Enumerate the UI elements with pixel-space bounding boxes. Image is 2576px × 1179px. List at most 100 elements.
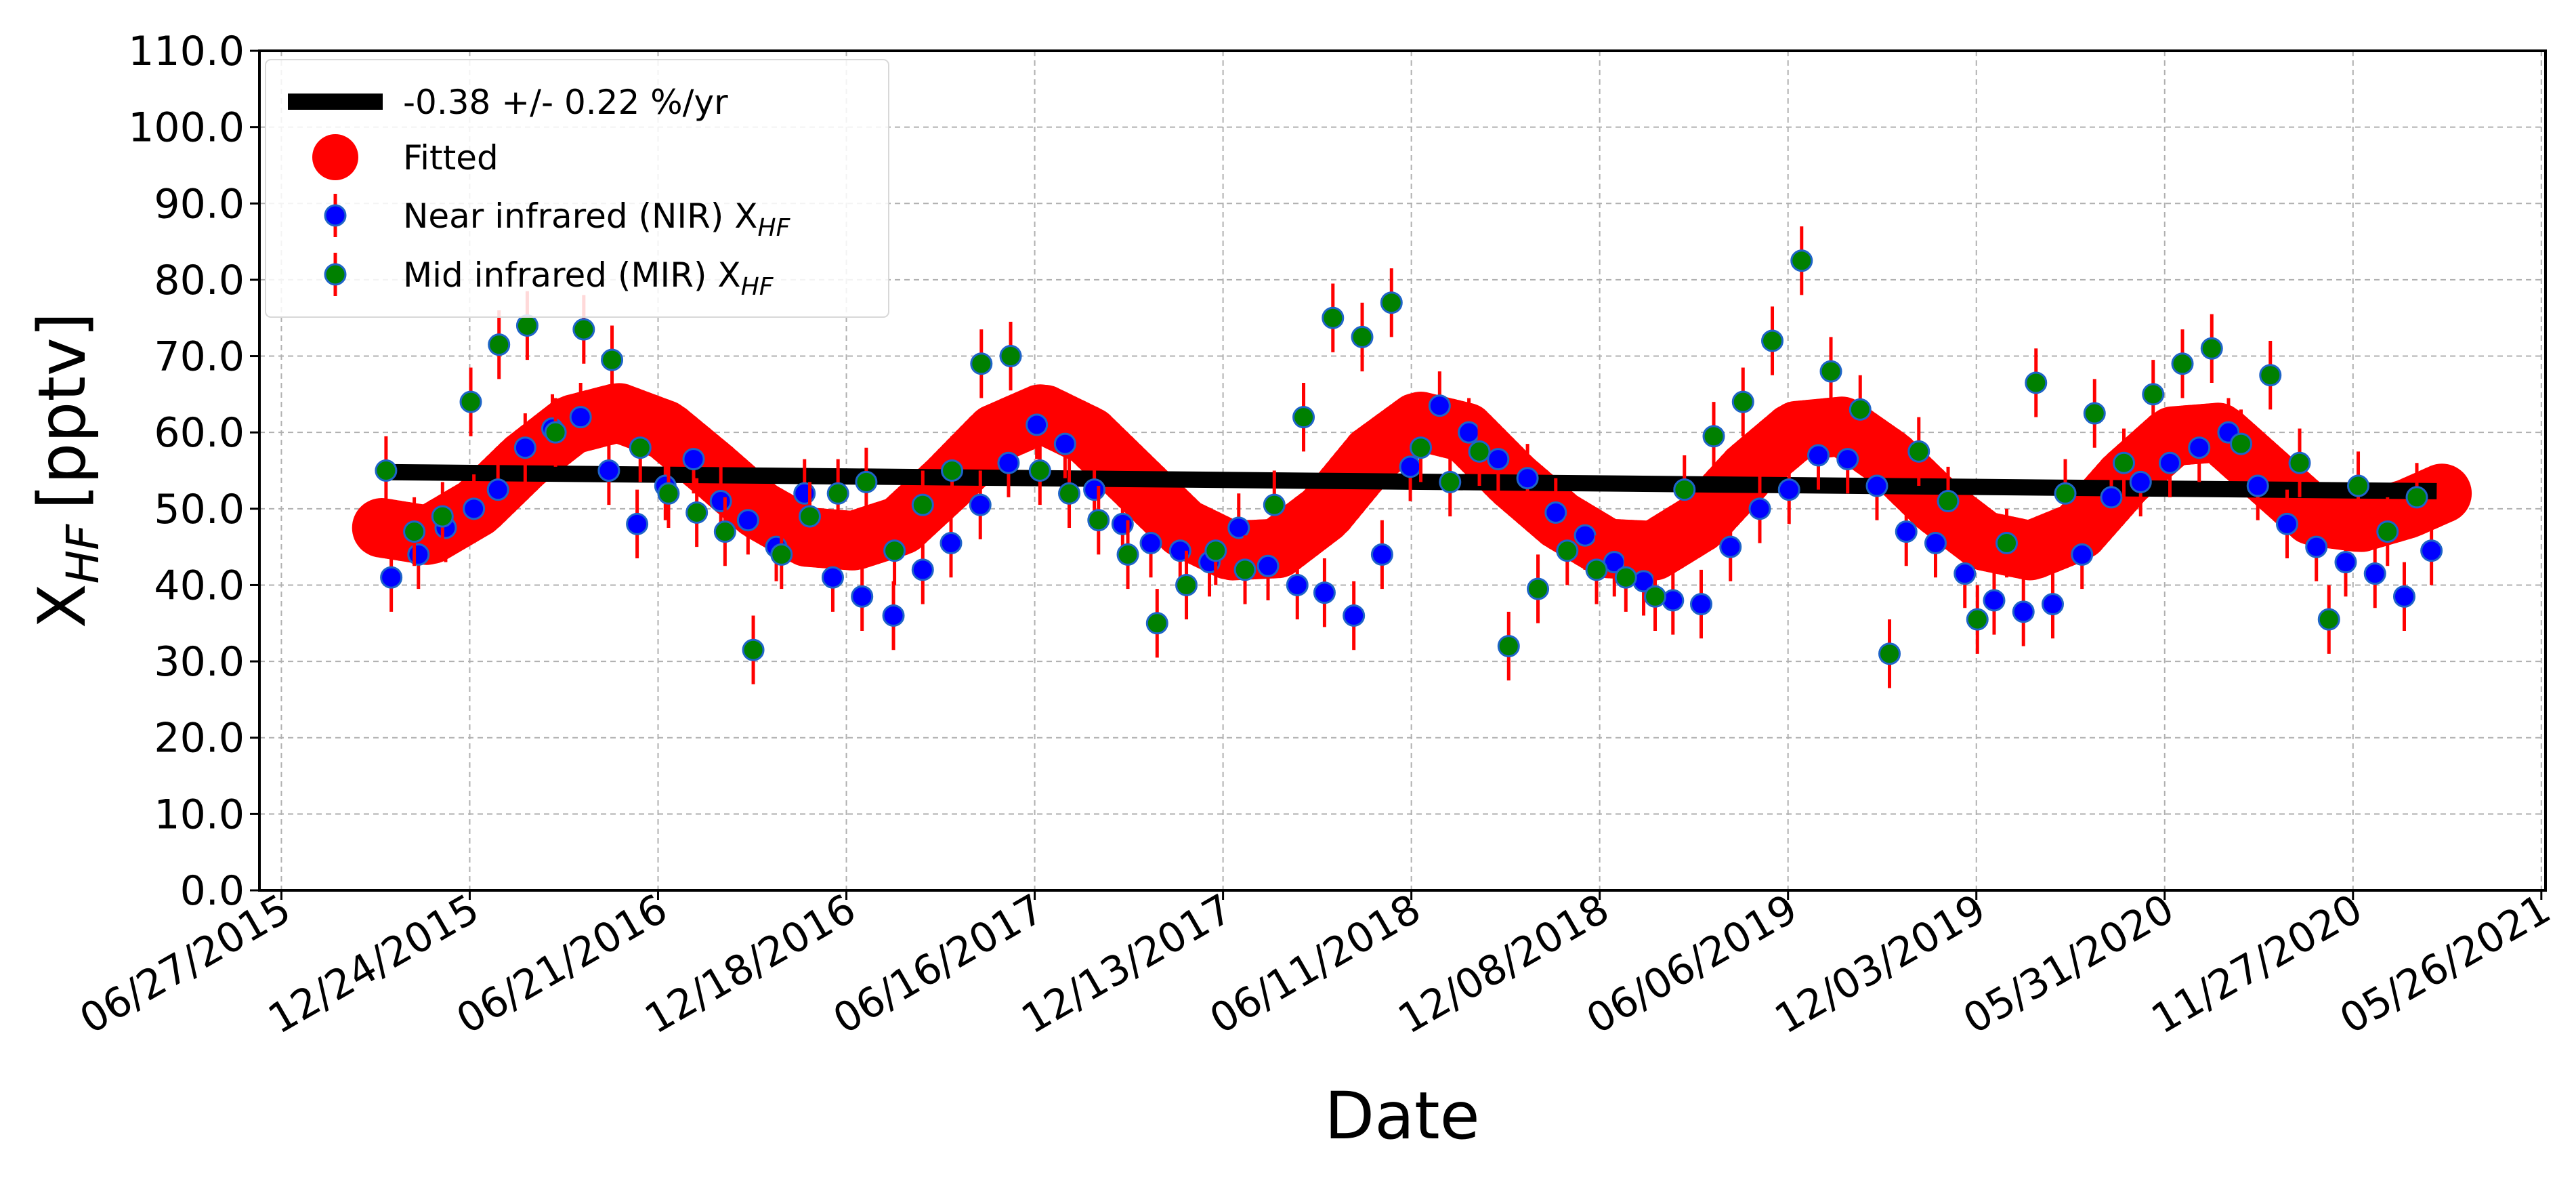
nir-point xyxy=(513,436,536,459)
mir-point xyxy=(2054,482,2077,505)
mir-point xyxy=(2142,383,2165,406)
mir-point xyxy=(685,501,709,524)
nir-point xyxy=(1111,512,1134,535)
nir-point xyxy=(1954,562,1977,585)
mir-point xyxy=(1497,635,1520,658)
nir-point xyxy=(2420,539,2443,562)
nir-point xyxy=(2305,535,2328,558)
mir-point xyxy=(1790,249,1813,272)
mir-point xyxy=(1351,325,1374,348)
mir-point xyxy=(1410,436,1433,459)
nir-point xyxy=(969,493,992,516)
nir-point xyxy=(1689,593,1712,616)
legend-label-text: Near infrared (NIR) X xyxy=(403,196,758,236)
y-axis-title: XHF [pptv] xyxy=(24,312,109,629)
y-tick-label: 80.0 xyxy=(154,257,245,304)
nir-point xyxy=(626,512,649,535)
mir-point xyxy=(601,348,624,371)
nir-point xyxy=(2158,451,2181,474)
mir-point xyxy=(2171,352,2194,375)
nir-point xyxy=(2188,436,2211,459)
y-tick-label: 40.0 xyxy=(154,562,245,609)
nir-point xyxy=(1865,474,1888,497)
mir-point xyxy=(1761,329,1784,352)
mir-point xyxy=(1380,291,1403,314)
nir-point xyxy=(1227,516,1250,539)
mir-point xyxy=(1145,612,1168,635)
nir-point xyxy=(736,509,759,532)
nir-point xyxy=(1574,524,1597,547)
nir-point xyxy=(1083,478,1106,501)
nir-point xyxy=(1544,501,1567,524)
nir-point xyxy=(2363,562,2386,585)
y-tick-label: 0.0 xyxy=(180,867,245,915)
mir-point xyxy=(2376,520,2399,543)
nir-point xyxy=(569,406,592,429)
mir-point xyxy=(1614,566,1637,589)
mir-point xyxy=(1175,573,1198,596)
nir-point xyxy=(1026,413,1049,436)
mir-point xyxy=(1878,642,1901,665)
mir-point xyxy=(1204,539,1227,562)
nir-point xyxy=(1983,589,2006,612)
mir-point xyxy=(1322,306,1345,329)
mir-point xyxy=(515,314,539,337)
mir-point xyxy=(2200,337,2223,360)
y-tick-label: 110.0 xyxy=(128,28,245,75)
nir-point xyxy=(1139,532,1162,555)
mir-point xyxy=(941,459,964,482)
legend-label-text: -0.38 +/- 0.22 %/yr xyxy=(403,83,728,122)
mir-point xyxy=(855,470,878,493)
nir-point xyxy=(997,451,1020,474)
mir-point xyxy=(1556,539,1579,562)
y-axis-title-main: X xyxy=(24,584,100,629)
nir-point xyxy=(380,566,403,589)
mir-point xyxy=(1439,470,1462,493)
legend-circle-symbol xyxy=(312,134,358,180)
mir-point xyxy=(1087,509,1110,532)
nir-point xyxy=(1370,543,1393,566)
mir-point xyxy=(1585,558,1608,581)
nir-point xyxy=(1343,604,1366,627)
nir-point xyxy=(1399,455,1422,478)
mir-point xyxy=(2317,608,2340,631)
mir-series xyxy=(375,226,2428,688)
mir-point xyxy=(2113,451,2136,474)
mir-point xyxy=(1468,440,1491,463)
mir-point xyxy=(459,390,482,413)
nir-point xyxy=(2129,470,2152,493)
nir-point xyxy=(1516,467,1539,490)
nir-series xyxy=(380,371,2443,650)
nir-point xyxy=(1257,554,1280,577)
mir-point xyxy=(1937,490,1960,513)
y-tick-label: 30.0 xyxy=(154,638,245,686)
nir-point xyxy=(1428,394,1451,417)
mir-point xyxy=(431,505,454,528)
x-axis-title: Date xyxy=(1324,1078,1479,1154)
nir-point xyxy=(2275,512,2298,535)
mir-point xyxy=(2347,474,2370,497)
mir-point xyxy=(1116,543,1139,566)
nir-point xyxy=(2392,585,2415,608)
mir-point xyxy=(1966,608,1989,631)
mir-point xyxy=(2259,364,2282,387)
nir-point xyxy=(1807,444,1830,467)
y-axis: 0.0 10.0 20.0 30.0 40.0 50.0 60.0 70.0 80.0 90.0 1… xyxy=(128,28,259,915)
y-tick-label: 10.0 xyxy=(154,791,245,838)
fitted-point xyxy=(2412,463,2472,524)
mir-point xyxy=(2083,402,2106,425)
mir-point xyxy=(403,520,426,543)
y-axis-title-subscript: HF xyxy=(57,524,109,584)
mir-point xyxy=(2025,371,2048,394)
mir-point xyxy=(2288,451,2311,474)
mir-point xyxy=(657,482,680,505)
nir-point xyxy=(1748,497,1771,520)
mir-point xyxy=(2405,486,2428,509)
y-tick-label: 100.0 xyxy=(128,104,245,152)
nir-point xyxy=(882,604,905,627)
nir-point xyxy=(1895,520,1918,543)
y-tick-label: 60.0 xyxy=(154,409,245,457)
nir-point xyxy=(2334,551,2357,574)
nir-point xyxy=(682,448,705,471)
legend-label: Near infrared (NIR) XHF xyxy=(403,196,791,242)
